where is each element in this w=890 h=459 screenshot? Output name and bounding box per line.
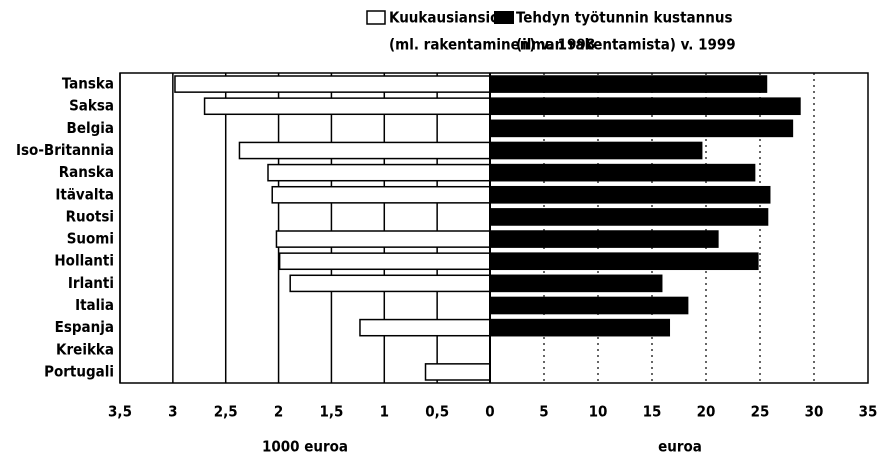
bar xyxy=(489,97,801,116)
bar xyxy=(267,163,491,182)
bar xyxy=(489,318,671,337)
legend-label: (ml. rakentaminen) v. 1998 xyxy=(389,36,595,54)
bar xyxy=(359,318,491,337)
category-label: Ruotsi xyxy=(66,207,114,225)
category-label: Italia xyxy=(75,296,114,314)
legend-swatch xyxy=(494,11,514,24)
axis-label: euroa xyxy=(658,438,702,456)
category-label: Suomi xyxy=(67,230,114,248)
legend-swatch xyxy=(366,10,386,25)
bar xyxy=(489,274,663,293)
x-tick-label: 10 xyxy=(589,403,608,421)
bar xyxy=(489,119,794,138)
category-label: Irlanti xyxy=(68,274,114,292)
bar xyxy=(489,141,703,160)
category-label: Hollanti xyxy=(54,252,114,270)
x-tick-label: 5 xyxy=(539,403,548,421)
category-label: Kreikka xyxy=(56,340,114,358)
x2-tick-label: 3,5 xyxy=(108,403,132,421)
x2-tick-label: 0,5 xyxy=(425,403,449,421)
x2-tick-label: 1,5 xyxy=(319,403,343,421)
bar xyxy=(278,252,491,271)
x-tick-label: 20 xyxy=(697,403,716,421)
bar xyxy=(203,97,491,116)
x-tick-label: 25 xyxy=(751,403,770,421)
legend-label: Tehdyn työtunnin kustannus xyxy=(516,9,733,27)
bar xyxy=(275,230,491,248)
legend-label: Kuukausiansio xyxy=(389,9,499,27)
axis-label: 1000 euroa xyxy=(262,438,348,456)
x2-tick-label: 2,5 xyxy=(214,403,238,421)
bar xyxy=(489,185,771,204)
bar xyxy=(489,296,689,315)
bar xyxy=(289,274,491,293)
category-label: Iso-Britannia xyxy=(16,141,114,159)
bar xyxy=(489,230,719,248)
category-label: Ranska xyxy=(59,163,114,181)
bar xyxy=(489,163,756,182)
category-label: Itävalta xyxy=(55,185,114,203)
x2-tick-label: 1 xyxy=(380,403,389,421)
legend-label: (ilman rakentamista) v. 1999 xyxy=(516,36,736,54)
x-tick-label: 15 xyxy=(643,403,662,421)
category-label: Saksa xyxy=(69,97,114,115)
x-tick-label: 35 xyxy=(859,403,878,421)
bar xyxy=(489,75,768,93)
bar xyxy=(174,75,491,93)
bar xyxy=(424,363,491,381)
bar xyxy=(271,185,491,204)
category-label: Espanja xyxy=(55,318,114,336)
category-label: Portugali xyxy=(44,362,114,380)
bar xyxy=(489,208,769,226)
bar xyxy=(238,141,491,160)
x-tick-label: 30 xyxy=(805,403,824,421)
x-tick-label: 0 xyxy=(485,403,494,421)
category-label: Belgia xyxy=(67,119,114,137)
x2-tick-label: 2 xyxy=(274,403,283,421)
x2-tick-label: 3 xyxy=(168,403,177,421)
bar xyxy=(489,252,759,271)
plot-frame xyxy=(119,72,869,384)
category-label: Tanska xyxy=(62,75,114,93)
